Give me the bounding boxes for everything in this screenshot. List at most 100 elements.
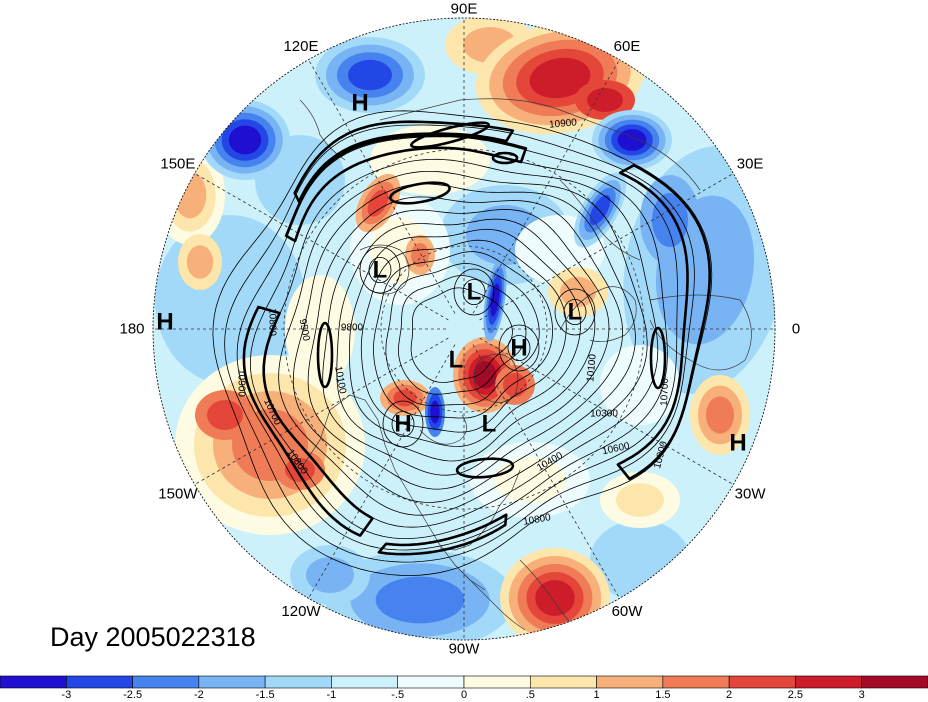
- closed-contour: [382, 400, 424, 448]
- longitude-gridline: [308, 59, 456, 314]
- closed-contour: [359, 246, 401, 294]
- anomaly-patch: [490, 283, 500, 317]
- height-contours: [212, 110, 713, 576]
- colorbar-swatch: [264, 675, 332, 689]
- colorbar-tick-label: 2.5: [788, 689, 803, 701]
- coastline: [419, 414, 467, 445]
- contour-label: 10800: [522, 512, 552, 528]
- coastline: [379, 98, 701, 191]
- longitude-gridline: [308, 344, 456, 599]
- colorbar-tick-label: -1: [327, 689, 337, 701]
- colorbar-swatch: [728, 675, 796, 689]
- longitude-label: 180: [119, 321, 144, 338]
- colorbar-swatch: [132, 675, 200, 689]
- height-contour: [212, 110, 713, 576]
- colorbar-tick-label: -3: [61, 689, 71, 701]
- colorbar-swatch: [0, 675, 67, 689]
- longitude-label: 60E: [614, 38, 641, 55]
- anomaly-patch: [535, 580, 575, 616]
- colorbar-tick-label: 3: [859, 689, 865, 701]
- longitude-label: 0: [792, 321, 800, 338]
- colorbar-tick-label: 0: [461, 689, 467, 701]
- coastline: [454, 564, 526, 631]
- anomaly-patch: [393, 389, 417, 407]
- jet-contour: [284, 134, 528, 243]
- colorbar-swatch: [529, 675, 597, 689]
- anomaly-patch: [617, 129, 647, 151]
- longitude-gridline: [472, 59, 620, 314]
- contour-label: 9500: [297, 318, 312, 342]
- longitude-gridline: [194, 173, 449, 321]
- longitude-label: 90W: [449, 641, 481, 658]
- anomaly-patch: [706, 396, 734, 434]
- contour-label: 10900: [236, 369, 247, 397]
- height-contour: [360, 239, 567, 433]
- closed-contour: [462, 278, 486, 306]
- anomaly-patch: [430, 400, 440, 424]
- height-contour: [250, 147, 668, 539]
- longitude-gridline: [472, 344, 620, 599]
- coastline: [299, 394, 486, 591]
- colorbar-tick-label: -2: [194, 689, 204, 701]
- contour-label: 10300: [590, 409, 618, 420]
- anomaly-patch: [228, 125, 262, 155]
- height-contour: [236, 136, 678, 551]
- longitude-gridline: [479, 337, 734, 485]
- contour-label: 10900: [549, 117, 578, 130]
- colorbar-tick-label: 2: [726, 689, 732, 701]
- longitude-label: 30W: [735, 486, 767, 503]
- jet-contour: [649, 326, 667, 390]
- colorbar-swatch: [331, 675, 399, 689]
- height-contour: [398, 275, 527, 395]
- contour-label: 10100: [332, 365, 348, 395]
- colorbar-swatch: [662, 675, 730, 689]
- wind-speed-contours: [242, 120, 711, 556]
- height-contour: [385, 262, 540, 406]
- longitude-label: 120E: [283, 38, 318, 55]
- closed-contour: [507, 334, 531, 362]
- high-pressure-label: H: [394, 411, 411, 438]
- height-contour: [278, 171, 648, 516]
- longitude-labels: 90E 60E 30E 0 30W 60W 90W 120W 150W 180 150E 120E: [119, 1, 800, 658]
- longitude-gridline: [194, 337, 449, 485]
- colorbar-swatch: [795, 675, 863, 689]
- jet-contour: [293, 120, 515, 203]
- latitude-circle: [380, 245, 548, 413]
- anomaly-patch: [375, 576, 465, 624]
- height-contour: [336, 218, 596, 462]
- anomaly-patch: [306, 557, 354, 593]
- map-boundary: [152, 17, 776, 641]
- pressure-centers: H H H H H L L L L L: [156, 90, 746, 457]
- longitude-label: 60W: [612, 603, 644, 620]
- jet-contour: [389, 181, 451, 205]
- longitude-label: 150E: [160, 155, 195, 172]
- closed-contour: [498, 324, 540, 372]
- low-pressure-label: L: [449, 347, 464, 374]
- coastline: [473, 353, 519, 403]
- jet-contour: [491, 151, 519, 165]
- jet-contour: [377, 513, 508, 556]
- anomaly-patch: [616, 483, 664, 517]
- coastline: [559, 179, 641, 261]
- longitude-label: 90E: [451, 1, 478, 18]
- colorbar-swatch: [198, 675, 266, 689]
- colorbar-tick-label: -1.5: [256, 689, 275, 701]
- jet-contour: [316, 321, 334, 389]
- contour-label: 10700: [659, 377, 671, 406]
- jet-contour: [242, 305, 374, 537]
- height-contour: [307, 196, 624, 490]
- colorbar: -3 -2.5 -2 -1.5 -1 -.5 0 .5 1 1.5 2 2.5 3: [0, 675, 928, 701]
- closed-contour: [391, 410, 415, 438]
- colorbar-swatch: [861, 675, 928, 689]
- height-contour: [224, 124, 695, 563]
- longitude-label: 30E: [737, 155, 764, 172]
- closed-contour: [554, 288, 596, 336]
- height-contour: [410, 287, 513, 383]
- jet-contour: [410, 121, 490, 149]
- longitude-label: 120W: [281, 603, 321, 620]
- closed-contour: [453, 268, 495, 316]
- low-pressure-label: L: [568, 299, 583, 326]
- anomaly-patch: [370, 125, 490, 195]
- high-pressure-label: H: [156, 309, 173, 336]
- anomaly-patch: [589, 195, 611, 225]
